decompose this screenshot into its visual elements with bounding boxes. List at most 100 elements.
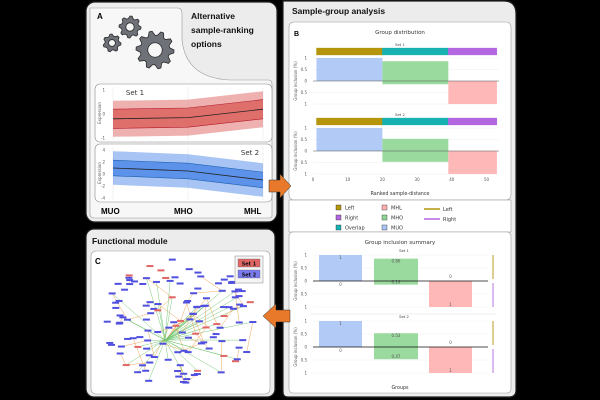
network-node [209, 336, 217, 339]
network-node [231, 290, 239, 293]
edge [164, 339, 222, 373]
network-node [103, 320, 111, 323]
network-node [134, 371, 142, 374]
group-inclusion-summary-chart: Set 1 1 0 0.86 0.14 0 1 1 0.5 0 0.5 1 Group inclusio… [293, 248, 496, 376]
network-node [200, 305, 208, 308]
network-node [220, 354, 228, 357]
y-tick: 1 [304, 126, 307, 131]
value-label-down: 1 [449, 302, 452, 307]
network-node [193, 373, 201, 376]
legend-swatch-muo [381, 224, 388, 231]
network-node [235, 295, 243, 298]
edge [164, 291, 236, 341]
y-axis-label: Group inclusion (%) [293, 327, 298, 367]
band-right [448, 47, 498, 56]
value-label-down: 0.14 [392, 280, 401, 285]
bar-mho-down [382, 81, 449, 85]
network-node [121, 288, 129, 291]
band-edge [112, 118, 264, 129]
network-node [192, 332, 200, 335]
gears-icon [102, 15, 175, 70]
network-node [189, 312, 197, 315]
network-node [157, 269, 165, 272]
network-node [205, 347, 213, 350]
gear-hole [125, 22, 135, 32]
bar-mhl-down [448, 81, 497, 104]
network-node [154, 309, 162, 312]
network-node [150, 356, 158, 359]
edge [164, 327, 207, 341]
band [113, 99, 263, 129]
panel-b: Sample-group analysis B Group distributi… [282, 0, 517, 398]
network-node [193, 305, 201, 308]
network-node [202, 326, 210, 329]
bar-mho-up [382, 61, 449, 81]
x-label-muo: MUO [101, 207, 120, 216]
network-node [112, 306, 120, 309]
edge [126, 362, 150, 366]
edge [205, 305, 207, 328]
distribution-title: Group distribution [375, 30, 425, 36]
edge [187, 327, 207, 353]
network-node [220, 278, 228, 281]
network-node [234, 288, 242, 291]
network-node [168, 258, 176, 261]
network-node [142, 304, 150, 307]
set-label: Set 2 [399, 314, 409, 319]
network-node [183, 378, 191, 381]
edge [157, 297, 173, 311]
y-axis-label: Expression [97, 102, 102, 124]
y-tick: 0.5 [301, 266, 308, 271]
network-node [162, 276, 170, 279]
legend-swatch-right [335, 214, 342, 221]
edge [121, 340, 148, 347]
y-tick: 0.5 [301, 137, 308, 142]
network-node [164, 358, 172, 361]
arrow-right-icon [268, 173, 292, 199]
network-node [159, 342, 167, 345]
network-node [129, 337, 137, 340]
network-node [243, 351, 251, 354]
x-tick: 10 [345, 177, 351, 182]
edge [164, 297, 173, 341]
network-node [112, 301, 120, 304]
network-node [197, 342, 205, 345]
network-node [217, 371, 225, 374]
edge [206, 298, 218, 325]
network-node [144, 329, 152, 332]
network-node [213, 323, 221, 326]
panel-c-letter: C [95, 257, 101, 266]
network-node [249, 321, 257, 324]
network-node [166, 279, 174, 282]
network-node [147, 312, 155, 315]
set-label: Set 1 [395, 42, 405, 47]
edge [164, 321, 253, 341]
edge [173, 322, 185, 351]
network-node [231, 296, 239, 299]
edge [164, 332, 183, 341]
legend-swatch-mhl [381, 204, 388, 211]
network-node [139, 283, 147, 286]
y-tick: -1 [101, 136, 105, 141]
bar-mhl-down [429, 281, 472, 307]
y-tick: 1 [304, 56, 307, 61]
bar-mho-down [374, 347, 418, 360]
network-node [186, 318, 194, 321]
network-node [235, 346, 243, 349]
distribution-xlabel: Ranked sample-distance [371, 191, 430, 197]
y-tick: 0.5 [301, 90, 308, 95]
y-tick: 1 [304, 102, 307, 107]
y-tick: 0.5 [301, 160, 308, 165]
y-tick: 0 [304, 149, 307, 154]
edge [126, 339, 166, 366]
network-node [218, 289, 226, 292]
network-node [125, 276, 133, 279]
edge [164, 280, 171, 341]
network-node [200, 341, 208, 344]
network-node [143, 347, 151, 350]
y-tick: 0 [304, 279, 307, 284]
network-node [119, 316, 127, 319]
value-label-up: 1 [339, 321, 342, 326]
value-label-down: 0.47 [392, 354, 401, 359]
network-node [194, 271, 202, 274]
